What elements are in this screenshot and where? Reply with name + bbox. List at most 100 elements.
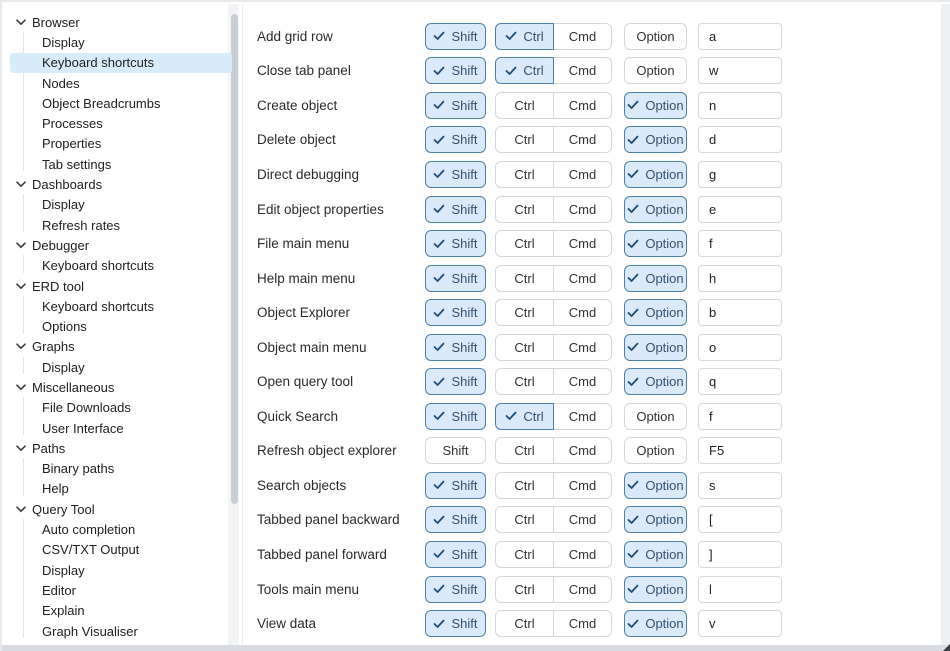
key-input[interactable]: [698, 299, 782, 327]
sidebar-item-processes[interactable]: Processes: [10, 113, 232, 133]
ctrl-toggle[interactable]: Ctrl: [495, 299, 554, 327]
sidebar-item-display[interactable]: Display: [10, 195, 232, 215]
option-toggle[interactable]: Option: [624, 575, 687, 603]
cmd-toggle[interactable]: Cmd: [553, 57, 612, 85]
ctrl-toggle[interactable]: Ctrl: [495, 230, 554, 258]
cmd-toggle[interactable]: Cmd: [553, 471, 612, 499]
option-toggle[interactable]: Option: [624, 126, 687, 154]
sidebar-item-browser[interactable]: Browser: [10, 12, 232, 32]
shift-toggle[interactable]: Shift: [425, 575, 486, 603]
cmd-toggle[interactable]: Cmd: [553, 540, 612, 568]
sidebar-item-keyboard-shortcuts[interactable]: Keyboard shortcuts: [10, 256, 232, 276]
option-toggle[interactable]: Option: [624, 333, 687, 361]
sidebar-item-paths[interactable]: Paths: [10, 438, 232, 458]
key-input[interactable]: [698, 368, 782, 396]
cmd-toggle[interactable]: Cmd: [553, 506, 612, 534]
sidebar-item-tab-settings[interactable]: Tab settings: [10, 154, 232, 174]
cmd-toggle[interactable]: Cmd: [553, 402, 612, 430]
shift-toggle[interactable]: Shift: [425, 299, 486, 327]
key-input[interactable]: [698, 230, 782, 258]
cmd-toggle[interactable]: Cmd: [553, 575, 612, 603]
cmd-toggle[interactable]: Cmd: [553, 91, 612, 119]
option-toggle[interactable]: Option: [624, 299, 687, 327]
sidebar-item-display[interactable]: Display: [10, 357, 232, 377]
chevron-down-icon[interactable]: [16, 240, 26, 250]
sidebar-item-file-downloads[interactable]: File Downloads: [10, 398, 232, 418]
sidebar-item-query-tool[interactable]: Query Tool: [10, 499, 232, 519]
cmd-toggle[interactable]: Cmd: [553, 333, 612, 361]
key-input[interactable]: [698, 575, 782, 603]
cmd-toggle[interactable]: Cmd: [553, 126, 612, 154]
shift-toggle[interactable]: Shift: [425, 57, 486, 85]
sidebar-item-debugger[interactable]: Debugger: [10, 235, 232, 255]
sidebar-item-user-interface[interactable]: User Interface: [10, 418, 232, 438]
sidebar-item-graphs[interactable]: Graphs: [10, 337, 232, 357]
cmd-toggle[interactable]: Cmd: [553, 264, 612, 292]
chevron-down-icon[interactable]: [16, 382, 26, 392]
option-toggle[interactable]: Option: [624, 264, 687, 292]
ctrl-toggle[interactable]: Ctrl: [495, 610, 554, 638]
key-input[interactable]: [698, 506, 782, 534]
shift-toggle[interactable]: Shift: [425, 230, 486, 258]
ctrl-toggle[interactable]: Ctrl: [495, 333, 554, 361]
sidebar-item-properties[interactable]: Properties: [10, 134, 232, 154]
option-toggle[interactable]: Option: [624, 402, 687, 430]
ctrl-toggle[interactable]: Ctrl: [495, 575, 554, 603]
chevron-down-icon[interactable]: [16, 281, 26, 291]
ctrl-toggle[interactable]: Ctrl: [495, 195, 554, 223]
shift-toggle[interactable]: Shift: [425, 126, 486, 154]
ctrl-toggle[interactable]: Ctrl: [495, 264, 554, 292]
option-toggle[interactable]: Option: [624, 160, 687, 188]
option-toggle[interactable]: Option: [624, 437, 687, 465]
option-toggle[interactable]: Option: [624, 195, 687, 223]
sidebar-item-editor[interactable]: Editor: [10, 580, 232, 600]
option-toggle[interactable]: Option: [624, 230, 687, 258]
ctrl-toggle[interactable]: Ctrl: [495, 126, 554, 154]
ctrl-toggle[interactable]: Ctrl: [495, 506, 554, 534]
sidebar-item-refresh-rates[interactable]: Refresh rates: [10, 215, 232, 235]
ctrl-toggle[interactable]: Ctrl: [495, 57, 554, 85]
cmd-toggle[interactable]: Cmd: [553, 230, 612, 258]
chevron-down-icon[interactable]: [16, 342, 26, 352]
sidebar-item-object-breadcrumbs[interactable]: Object Breadcrumbs: [10, 93, 232, 113]
shift-toggle[interactable]: Shift: [425, 402, 486, 430]
option-toggle[interactable]: Option: [624, 610, 687, 638]
sidebar-scrollbar-thumb[interactable]: [231, 14, 238, 504]
key-input[interactable]: [698, 610, 782, 638]
option-toggle[interactable]: Option: [624, 540, 687, 568]
shift-toggle[interactable]: Shift: [425, 333, 486, 361]
shift-toggle[interactable]: Shift: [425, 368, 486, 396]
cmd-toggle[interactable]: Cmd: [553, 195, 612, 223]
main-scrollbar-track[interactable]: [941, 4, 950, 647]
key-input[interactable]: [698, 160, 782, 188]
option-toggle[interactable]: Option: [624, 91, 687, 119]
ctrl-toggle[interactable]: Ctrl: [495, 471, 554, 499]
shift-toggle[interactable]: Shift: [425, 160, 486, 188]
sidebar-item-keyboard-shortcuts[interactable]: Keyboard shortcuts: [10, 52, 232, 73]
cmd-toggle[interactable]: Cmd: [553, 368, 612, 396]
ctrl-toggle[interactable]: Ctrl: [495, 402, 554, 430]
sidebar-item-graph-visualiser[interactable]: Graph Visualiser: [10, 621, 232, 641]
sidebar-item-keyboard-shortcuts[interactable]: Keyboard shortcuts: [10, 296, 232, 316]
shift-toggle[interactable]: Shift: [425, 610, 486, 638]
resize-grip-icon[interactable]: [943, 644, 950, 651]
sidebar-item-binary-paths[interactable]: Binary paths: [10, 459, 232, 479]
cmd-toggle[interactable]: Cmd: [553, 22, 612, 50]
shift-toggle[interactable]: Shift: [425, 506, 486, 534]
shift-toggle[interactable]: Shift: [425, 540, 486, 568]
sidebar-item-auto-completion[interactable]: Auto completion: [10, 519, 232, 539]
key-input[interactable]: [698, 126, 782, 154]
sidebar-item-explain[interactable]: Explain: [10, 601, 232, 621]
key-input[interactable]: [698, 540, 782, 568]
sidebar-item-help[interactable]: Help: [10, 479, 232, 499]
sidebar-item-display[interactable]: Display: [10, 32, 232, 52]
sidebar-item-dashboards[interactable]: Dashboards: [10, 174, 232, 194]
option-toggle[interactable]: Option: [624, 368, 687, 396]
option-toggle[interactable]: Option: [624, 471, 687, 499]
option-toggle[interactable]: Option: [624, 506, 687, 534]
shift-toggle[interactable]: Shift: [425, 195, 486, 223]
shift-toggle[interactable]: Shift: [425, 264, 486, 292]
cmd-toggle[interactable]: Cmd: [553, 437, 612, 465]
ctrl-toggle[interactable]: Ctrl: [495, 540, 554, 568]
ctrl-toggle[interactable]: Ctrl: [495, 368, 554, 396]
